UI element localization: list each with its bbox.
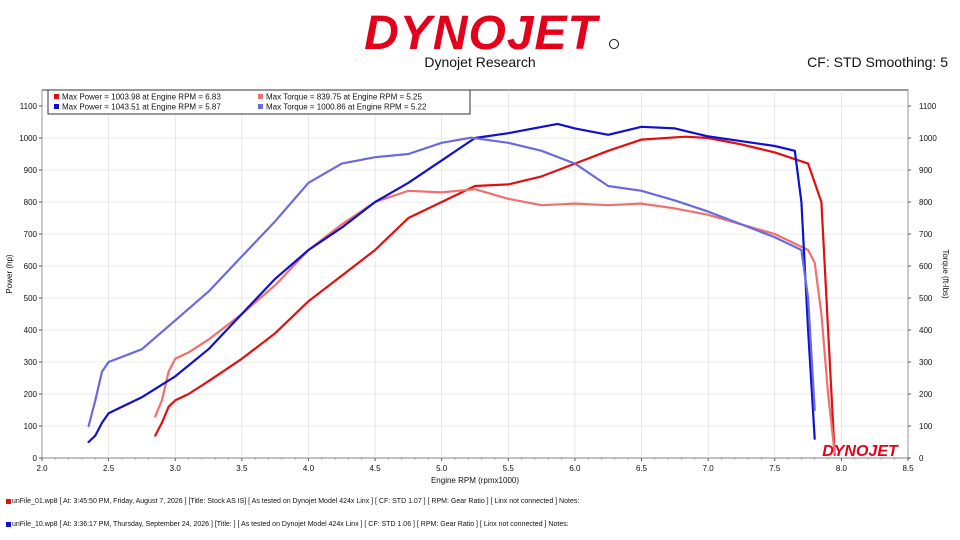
series-line-3 [87, 122, 816, 444]
series-lines [87, 122, 836, 456]
y-left-tick-label-7: 700 [24, 230, 38, 239]
watermark-logo: DYNOJET [822, 443, 899, 460]
x-axis-label: Engine RPM (rpmx1000) [431, 476, 519, 485]
x-tick-label-4: 4.0 [303, 464, 315, 473]
y-right-tick-label-0: 0 [919, 454, 924, 463]
legend-swatch-1 [54, 94, 59, 99]
dynojet-logo: DYNOJET [364, 7, 619, 54]
run-info-2-text: unFile_10.wp8 [ At: 3:36:17 PM, Thursday… [12, 521, 569, 528]
x-tick-label-12: 8.0 [836, 464, 848, 473]
y-right-tick-label-4: 400 [919, 326, 933, 335]
y-left-tick-label-1: 100 [24, 422, 38, 431]
run-flag-blue-icon [6, 521, 11, 527]
y-left-tick-label-4: 400 [24, 326, 38, 335]
y-left-tick-label-6: 600 [24, 262, 38, 271]
x-tick-label-3: 3.5 [236, 464, 248, 473]
y-left-tick-label-8: 800 [24, 198, 38, 207]
legend: Max Power = 1003.98 at Engine RPM = 6.83… [47, 89, 471, 115]
y-left-tick-label-10: 1000 [19, 134, 37, 143]
legend-entry-1: Max Power = 1003.98 at Engine RPM = 6.83 [62, 93, 221, 102]
legend-swatch-2 [258, 94, 263, 99]
y-right-tick-label-5: 500 [919, 294, 933, 303]
y-right-tick-label-6: 600 [919, 262, 933, 271]
y-right-tick-label-8: 800 [919, 198, 933, 207]
y-right-tick-label-11: 1100 [919, 102, 937, 111]
x-tick-label-0: 2.0 [36, 464, 48, 473]
x-tick-label-9: 6.5 [636, 464, 648, 473]
series-line-2 [154, 188, 836, 455]
y-right-tick-label-2: 200 [919, 390, 933, 399]
x-tick-label-1: 2.5 [103, 464, 115, 473]
y-left-tick-label-3: 300 [24, 358, 38, 367]
chart-settings: CF: STD Smoothing: 5 [807, 54, 948, 70]
y-left-tick-label-9: 900 [24, 166, 38, 175]
y-left-tick-label-0: 0 [33, 454, 38, 463]
x-tick-label-5: 4.5 [370, 464, 382, 473]
series-line-1 [154, 135, 836, 456]
legend-swatch-4 [258, 104, 263, 109]
chart-subtitle: Dynojet Research [424, 54, 536, 70]
x-tick-label-7: 5.5 [503, 464, 515, 473]
x-tick-label-10: 7.0 [703, 464, 715, 473]
dyno-chart: 2.0 2.5 3.0 3.5 4.0 4.5 5.0 5.5 6.0 6.5 7.0 7.5 8.0 8… [5, 89, 950, 485]
series-line-4 [87, 136, 816, 428]
run-info-1: unFile_01.wp8 [ At: 3:45:50 PM, Friday, … [6, 498, 579, 505]
y-axis-left-label: Power (hp) [5, 254, 14, 293]
y-axis-right-ticks: 0 100 200 300 400 500 600 700 800 900 1000 1100 [908, 102, 937, 463]
y-right-tick-label-1: 100 [919, 422, 933, 431]
legend-entry-4: Max Torque = 1000.86 at Engine RPM = 5.2… [266, 103, 427, 112]
y-right-tick-label-9: 900 [919, 166, 933, 175]
x-tick-label-2: 3.0 [170, 464, 182, 473]
y-left-tick-label-11: 1100 [20, 102, 38, 111]
y-axis-right-label: Torque (ft-lbs) [941, 249, 950, 299]
legend-entry-2: Max Torque = 839.75 at Engine RPM = 5.25 [266, 93, 423, 102]
x-axis-ticks: 2.0 2.5 3.0 3.5 4.0 4.5 5.0 5.5 6.0 6.5 7.0 7.5 8.0 8… [36, 458, 914, 473]
run-info-1-text: unFile_01.wp8 [ At: 3:45:50 PM, Friday, … [12, 498, 580, 505]
run-flag-red-icon [6, 498, 11, 504]
x-tick-label-11: 7.5 [769, 464, 781, 473]
y-left-tick-label-2: 200 [24, 390, 38, 399]
y-axis-left-ticks: 0 100 200 300 400 500 600 700 800 900 1000 1100 [19, 102, 42, 463]
legend-entry-3: Max Power = 1043.51 at Engine RPM = 5.87 [62, 103, 221, 112]
run-info-2: unFile_10.wp8 [ At: 3:36:17 PM, Thursday… [6, 521, 569, 528]
y-right-tick-label-3: 300 [919, 358, 933, 367]
y-right-tick-label-10: 1000 [919, 134, 937, 143]
x-tick-label-13: 8.5 [902, 464, 914, 473]
legend-swatch-3 [54, 104, 59, 109]
y-left-tick-label-5: 500 [24, 294, 38, 303]
registered-mark-icon [609, 39, 619, 49]
y-right-tick-label-7: 700 [919, 230, 933, 239]
brand-logo-text: DYNOJET [364, 7, 600, 54]
x-tick-label-8: 6.0 [569, 464, 581, 473]
x-tick-label-6: 5.0 [436, 464, 448, 473]
